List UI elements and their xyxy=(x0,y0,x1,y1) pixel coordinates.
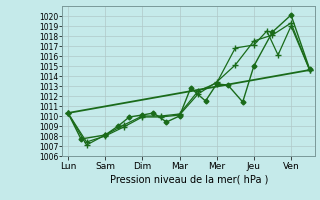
X-axis label: Pression niveau de la mer( hPa ): Pression niveau de la mer( hPa ) xyxy=(110,175,268,185)
